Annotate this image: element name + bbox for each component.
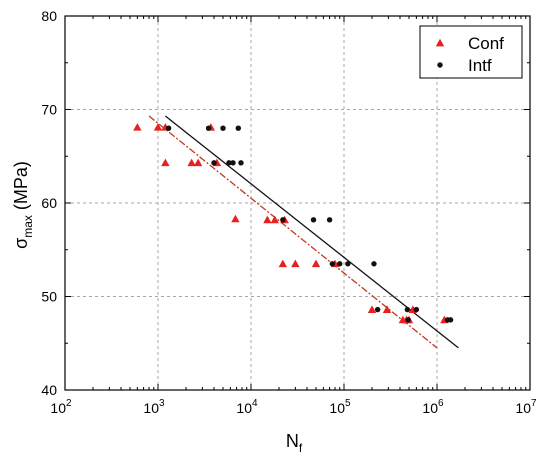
data-point-intf — [374, 306, 381, 313]
data-point-conf — [367, 305, 377, 313]
y-tick-label: 70 — [41, 102, 57, 118]
data-point-intf — [326, 217, 333, 223]
y-axis-label: σmax (MPa) — [11, 161, 35, 249]
legend-label-conf: Conf — [468, 34, 504, 53]
data-point-intf — [280, 217, 286, 223]
data-point-conf — [382, 305, 392, 313]
fit-lines — [148, 115, 459, 349]
series-conf — [133, 123, 449, 324]
fit-line-conf — [148, 115, 438, 349]
data-point-conf — [278, 259, 288, 268]
data-point-intf — [226, 160, 232, 166]
data-point-intf — [413, 306, 420, 313]
y-axis-label-subscript: max — [21, 215, 35, 238]
data-point-intf — [230, 160, 236, 166]
x-tick-label: 107 — [515, 398, 537, 416]
x-tick-label: 102 — [50, 398, 72, 416]
y-axis-label-unit: (MPa) — [11, 161, 31, 215]
x-tick-label: 104 — [236, 398, 258, 416]
data-point-intf — [404, 306, 411, 313]
data-points — [133, 123, 454, 324]
data-point-conf — [231, 214, 240, 223]
legend: Conf Intf — [419, 25, 523, 79]
data-point-conf — [263, 215, 272, 224]
x-tick-label: 106 — [422, 398, 444, 416]
x-tick-label: 105 — [329, 398, 351, 416]
data-point-intf — [345, 261, 351, 267]
legend-marker-intf — [437, 62, 443, 68]
data-point-intf — [211, 160, 217, 166]
data-point-intf — [447, 317, 454, 323]
data-point-intf — [329, 261, 336, 267]
data-point-intf — [238, 160, 244, 166]
data-point-intf — [371, 261, 377, 267]
data-point-conf — [153, 123, 163, 131]
fit-line-intf — [164, 115, 459, 349]
y-tick-label: 80 — [41, 8, 57, 24]
data-point-intf — [205, 125, 212, 131]
legend-box — [419, 25, 523, 79]
data-point-conf — [270, 215, 279, 224]
y-tick-label: 60 — [41, 195, 57, 211]
x-axis-label: Nf — [286, 431, 303, 455]
legend-label-intf: Intf — [468, 56, 492, 75]
data-point-intf — [310, 217, 317, 223]
axis-ticks — [64, 15, 531, 391]
data-point-intf — [165, 125, 172, 131]
data-point-intf — [405, 317, 411, 323]
data-point-conf — [291, 259, 300, 268]
x-axis-label-subscript: f — [299, 441, 303, 455]
data-point-conf — [161, 158, 170, 167]
data-point-intf — [337, 261, 343, 267]
x-tick-label: 103 — [143, 398, 165, 416]
y-tick-label: 40 — [41, 382, 57, 398]
data-point-conf — [133, 123, 142, 131]
series-intf — [165, 125, 454, 323]
data-point-conf — [193, 158, 203, 167]
legend-marker-conf — [435, 38, 445, 47]
y-tick-label: 50 — [41, 289, 57, 305]
y-tick-labels: 40 50 60 70 80 — [41, 8, 57, 398]
data-point-conf — [187, 158, 196, 167]
data-point-intf — [235, 125, 241, 131]
data-point-conf — [311, 259, 321, 268]
data-point-intf — [220, 125, 226, 131]
x-tick-labels: 102 103 104 105 106 107 — [50, 398, 537, 416]
